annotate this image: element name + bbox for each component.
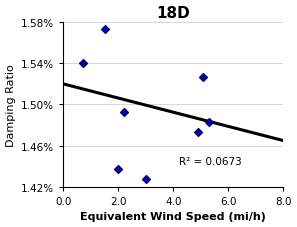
Point xyxy=(143,177,148,181)
X-axis label: Equivalent Wind Speed (mi/h): Equivalent Wind Speed (mi/h) xyxy=(80,212,266,222)
Point xyxy=(116,168,121,171)
Title: 18D: 18D xyxy=(156,5,190,20)
Point xyxy=(201,76,206,79)
Point xyxy=(80,62,85,66)
Point xyxy=(121,110,126,114)
Y-axis label: Damping Ratio: Damping Ratio xyxy=(6,64,15,146)
Text: R² = 0.0673: R² = 0.0673 xyxy=(179,156,241,166)
Point xyxy=(102,28,107,32)
Point xyxy=(207,121,211,124)
Point xyxy=(196,131,200,135)
